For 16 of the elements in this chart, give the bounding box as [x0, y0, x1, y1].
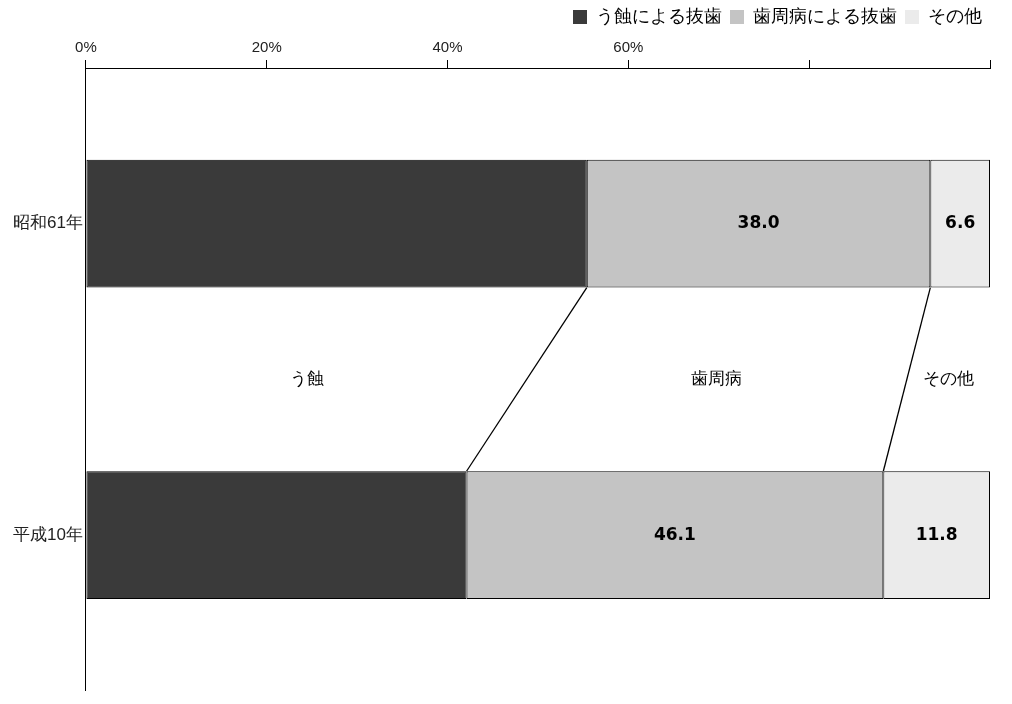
annotation: う蝕: [289, 367, 324, 388]
y-tick-label: 昭和61年: [12, 213, 83, 233]
x-tick-label: 40%: [432, 38, 463, 56]
legend-label: 歯周病による抜歯: [753, 5, 897, 26]
data-label: 38.0: [737, 212, 780, 233]
x-tick-label: 0%: [75, 38, 97, 56]
annotation: 歯周病: [691, 367, 743, 388]
x-tick-label: 60%: [613, 38, 644, 56]
data-label: 46.1: [653, 523, 696, 544]
data-label: 6.6: [945, 212, 976, 233]
legend-label: その他: [928, 5, 982, 26]
legend-label: う蝕による抜歯: [596, 5, 722, 26]
annotation: その他: [922, 367, 974, 388]
y-tick-label: 平成10年: [12, 524, 83, 544]
data-label: 11.8: [915, 523, 958, 544]
x-tick-label: 20%: [251, 38, 282, 56]
